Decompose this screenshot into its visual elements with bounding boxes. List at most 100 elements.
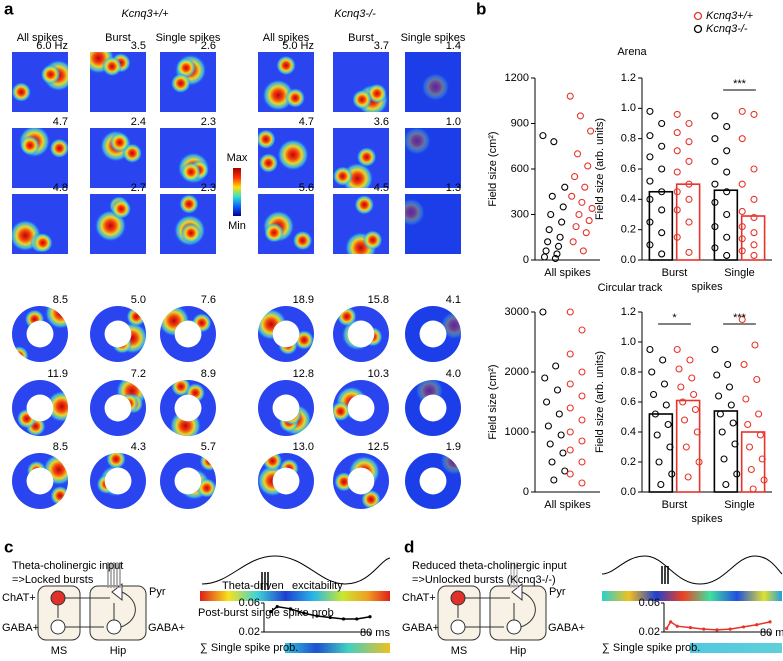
data-point: [723, 188, 731, 196]
y-tick-label: 1200: [505, 72, 529, 84]
data-point: [572, 223, 580, 231]
data-point: [539, 308, 547, 316]
significance-label: ***: [733, 78, 747, 90]
data-point: [566, 470, 574, 478]
data-point: [750, 251, 758, 259]
map-body: [333, 453, 389, 509]
field-blob: [262, 453, 283, 471]
data-point: [557, 431, 565, 439]
map-body: [258, 453, 314, 509]
field-blob: [258, 153, 279, 174]
panel-label: a: [4, 0, 14, 18]
x-tick-label: Single: [724, 267, 755, 279]
rate-map: [333, 380, 389, 436]
data-point: [545, 226, 553, 234]
peak-rate: 2.6: [201, 40, 216, 52]
field-blob: [16, 408, 37, 429]
data-point: [288, 607, 293, 611]
region-label: MS: [51, 645, 68, 657]
region-label: Hip: [110, 645, 127, 657]
bar-label: excitability: [292, 580, 343, 592]
y-tick-label: 0.06: [639, 597, 660, 609]
data-point: [662, 401, 670, 409]
data-point: [566, 92, 574, 100]
data-point: [680, 416, 689, 424]
peak-rate: 5.0 Hz: [282, 40, 314, 52]
data-point: [552, 362, 560, 370]
data-point: [673, 206, 681, 214]
y-tick-label: 0: [523, 486, 529, 498]
y-tick-label: 0: [523, 254, 529, 266]
field-blob: [12, 345, 29, 362]
map-body: [90, 453, 146, 509]
field-blob: [258, 129, 276, 150]
map-body: [90, 128, 146, 188]
rate-map: [333, 194, 389, 254]
peak-rate: 3.7: [374, 40, 389, 52]
field-blob: [348, 455, 381, 488]
data-point: [727, 401, 735, 409]
field-blob: [334, 471, 355, 492]
diagram-title: =>Locked bursts: [12, 574, 94, 586]
field-blob: [176, 57, 197, 78]
data-point: [673, 233, 681, 241]
data-point: [723, 147, 731, 155]
section-title: Arena: [617, 46, 647, 58]
peak-rate: 4.8: [53, 182, 68, 194]
y-tick-label: 1.2: [621, 72, 636, 84]
data-point: [768, 620, 772, 624]
data-point: [750, 165, 758, 173]
field-blob: [196, 477, 216, 498]
data-point: [566, 308, 574, 316]
data-point: [729, 419, 737, 427]
diagram-title: =>Unlocked bursts (Kcnq3-/-): [412, 574, 556, 586]
data-point: [675, 624, 679, 628]
circuit-diagram: [437, 555, 783, 653]
peak-rate: 18.9: [293, 294, 314, 306]
map-body: [405, 52, 461, 112]
data-point: [548, 192, 556, 200]
data-point: [738, 315, 746, 324]
data-point: [673, 110, 681, 118]
data-point: [541, 374, 549, 382]
field-blob: [281, 405, 302, 426]
data-point: [548, 458, 556, 466]
genotype-label: Kcnq3+/+: [121, 8, 169, 20]
map-body: [12, 306, 68, 362]
data-point: [755, 623, 759, 627]
column-header: All spikes: [17, 32, 64, 44]
data-point: [659, 356, 667, 364]
mean-bar: [713, 410, 739, 493]
map-body: [12, 52, 68, 112]
data-point: [677, 383, 685, 391]
peak-rate: 2.3: [201, 116, 216, 128]
data-point: [731, 440, 739, 448]
panel-label: c: [4, 537, 13, 556]
x-tick-label: All spikes: [544, 267, 591, 279]
data-point: [578, 437, 586, 445]
data-point: [578, 326, 586, 334]
data-point: [685, 180, 693, 188]
significance-label: *: [672, 312, 677, 324]
peak-rate: 6.0 Hz: [36, 40, 68, 52]
data-point: [711, 180, 719, 188]
y-tick-label: 3000: [505, 306, 529, 318]
map-body: [12, 194, 68, 254]
field-blob: [32, 232, 53, 253]
data-point: [738, 223, 746, 231]
x-tick-label: 80 ms: [360, 627, 390, 639]
rate-map: [405, 380, 461, 436]
data-point: [658, 250, 666, 258]
field-blob: [440, 311, 461, 340]
data-point: [559, 203, 567, 211]
y-tick-label: 900: [511, 117, 529, 129]
rate-map: [258, 128, 314, 188]
legend-label: Kcnq3+/+: [706, 10, 754, 22]
rate-map: [405, 453, 461, 509]
data-point: [646, 132, 654, 140]
field-blob: [191, 312, 212, 333]
map-body: [160, 52, 216, 112]
diagram-title: Reduced theta-cholinergic input: [412, 560, 567, 572]
cell-label: GABA+: [402, 622, 439, 634]
data-point: [566, 446, 574, 454]
